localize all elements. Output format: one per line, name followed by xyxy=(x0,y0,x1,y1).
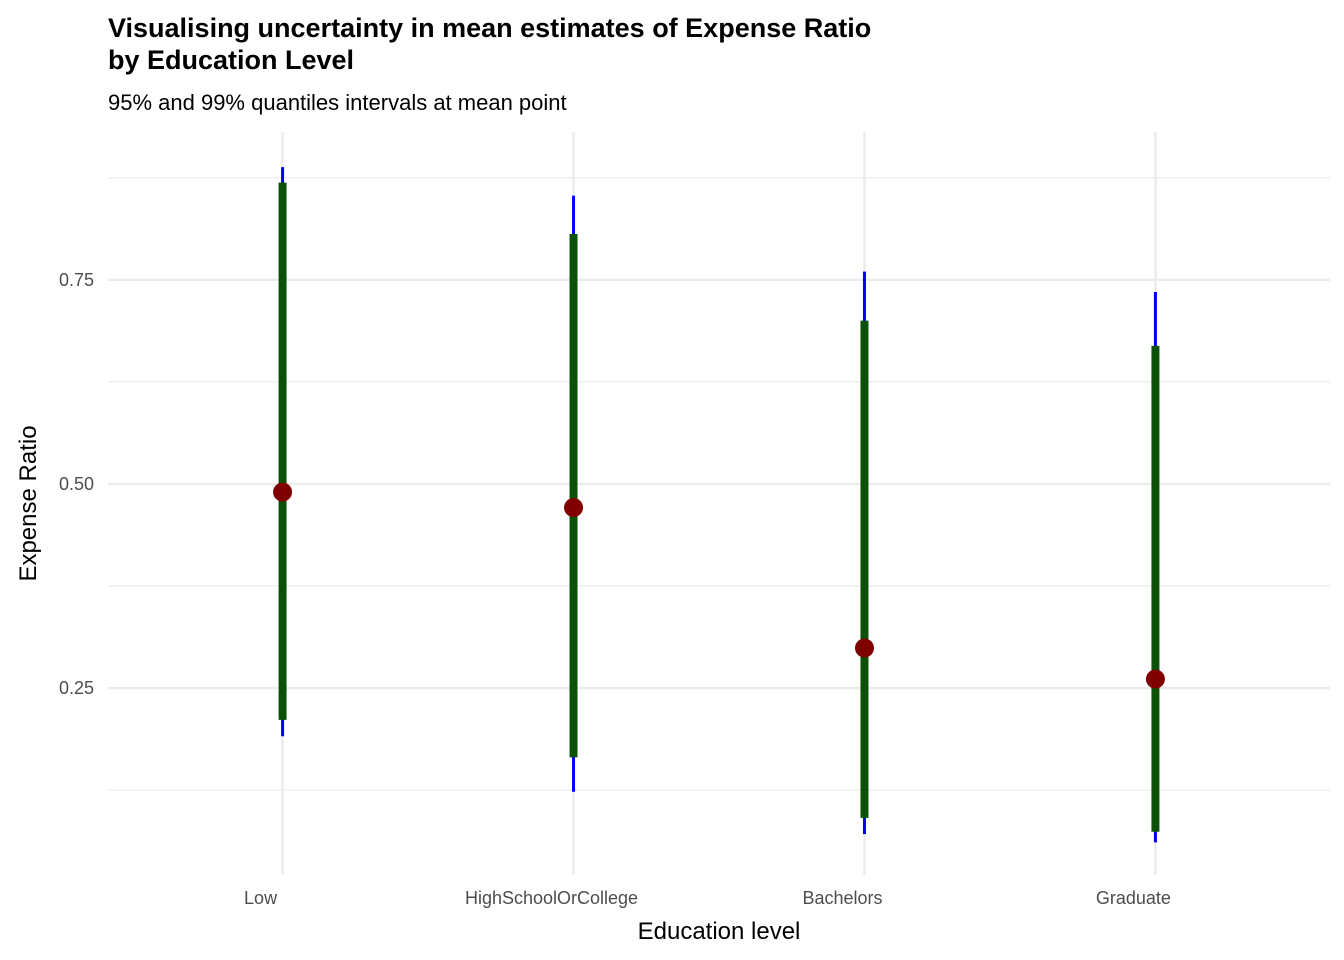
mean-point xyxy=(854,638,874,658)
mean-point xyxy=(273,482,293,502)
x-tick-label: HighSchoolOrCollege xyxy=(465,888,638,908)
title-line-2: by Education Level xyxy=(108,45,355,75)
y-tick-label: 0.50 xyxy=(59,474,94,494)
y-axis-label: Expense Ratio xyxy=(15,425,42,581)
y-tick-label: 0.75 xyxy=(59,270,94,290)
chart-subtitle: 95% and 99% quantiles intervals at mean … xyxy=(108,90,567,115)
title-line-1: Visualising uncertainty in mean estimate… xyxy=(108,13,872,43)
mean-point xyxy=(1145,669,1165,689)
x-tick-label: Bachelors xyxy=(802,888,882,908)
x-axis-label: Education level xyxy=(638,918,801,945)
mean-point xyxy=(564,498,584,518)
chart-title: Visualising uncertainty in mean estimate… xyxy=(108,12,871,76)
x-tick-label: Low xyxy=(244,888,278,908)
x-tick-label: Graduate xyxy=(1096,888,1171,908)
y-tick-label: 0.25 xyxy=(59,678,94,698)
